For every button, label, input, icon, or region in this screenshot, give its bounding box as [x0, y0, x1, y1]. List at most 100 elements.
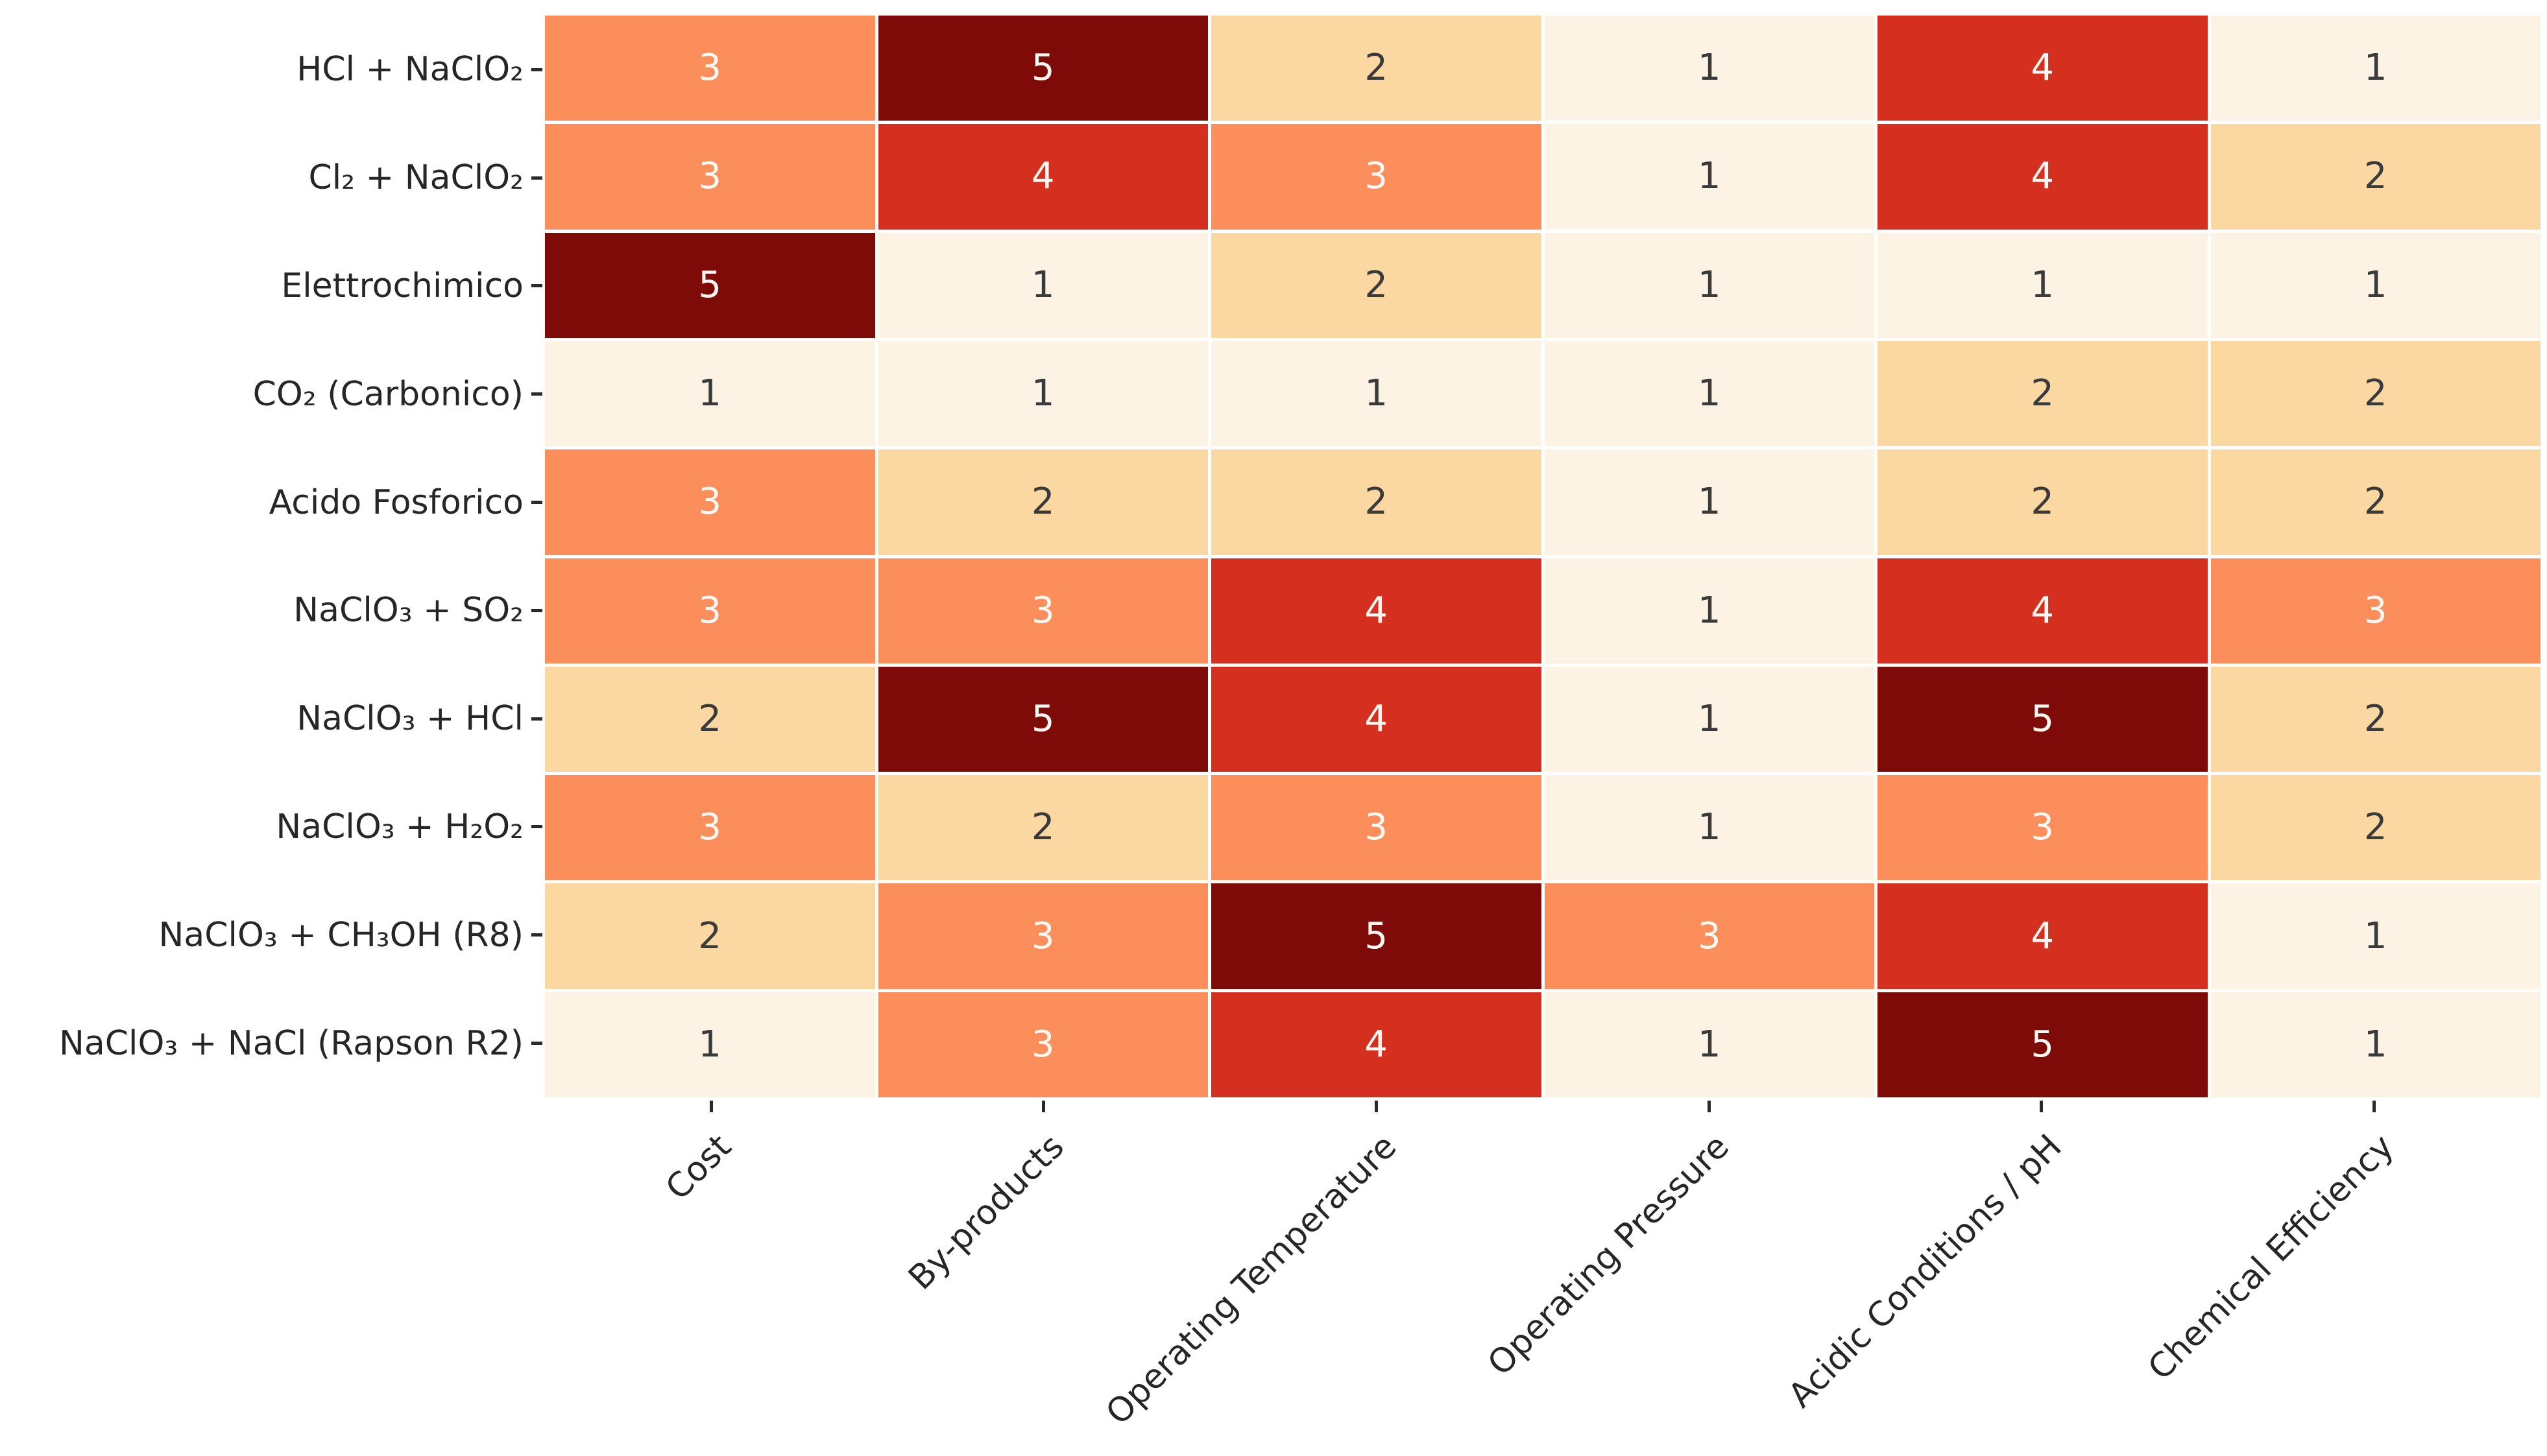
heatmap-cell: 5: [1877, 992, 2208, 1097]
row-label-text: NaClO₃ + H₂O₂: [276, 807, 524, 846]
heatmap-cell: 2: [878, 449, 1208, 555]
cell-value: 5: [2031, 697, 2055, 740]
heatmap-cell: 4: [878, 124, 1208, 230]
heatmap-cell: 5: [878, 16, 1208, 121]
heatmap-cell: 1: [1544, 340, 1874, 447]
cell-value: 2: [1364, 263, 1388, 306]
heatmap-cell: 3: [545, 775, 875, 881]
cell-value: 2: [2031, 481, 2055, 523]
cell-value: 1: [1031, 263, 1055, 306]
heatmap-cell: 3: [545, 16, 875, 121]
col-label: Acidic Conditions / pH: [1781, 1127, 2070, 1416]
cell-value: 1: [1697, 155, 1721, 198]
y-tick: [531, 1042, 542, 1045]
row-label-text: Elettrochimico: [281, 266, 524, 305]
cell-value: 3: [1031, 589, 1055, 632]
row-label: Cl₂ + NaClO₂: [0, 124, 542, 232]
cell-value: 3: [1697, 914, 1721, 957]
cell-value: 1: [2363, 47, 2387, 90]
col-label: Chemical Efficiency: [2141, 1127, 2402, 1388]
heatmap-cell: 2: [878, 775, 1208, 881]
y-tick: [531, 67, 542, 71]
heatmap-cell: 4: [1211, 992, 1541, 1097]
cell-value: 3: [698, 806, 722, 849]
heatmap-cell: 3: [1211, 775, 1541, 881]
heatmap-cell: 3: [545, 558, 875, 663]
cell-value: 1: [1697, 481, 1721, 523]
x-tick: [709, 1101, 713, 1112]
heatmap-cell: 2: [2210, 340, 2541, 447]
cell-value: 2: [2363, 806, 2387, 849]
row-label-text: NaClO₃ + HCl: [296, 699, 524, 739]
cell-value: 2: [2363, 155, 2387, 198]
heatmap-cell: 1: [1544, 16, 1874, 121]
heatmap-cell: 4: [1877, 124, 2208, 230]
cell-value: 4: [2031, 155, 2055, 198]
cell-value: 2: [1364, 47, 1388, 90]
cell-value: 2: [2363, 481, 2387, 523]
x-tick: [1375, 1101, 1379, 1112]
heatmap-cell: 1: [2210, 992, 2541, 1097]
heatmap-cell: 1: [1544, 992, 1874, 1097]
y-tick: [531, 608, 542, 612]
heatmap-cell: 1: [1544, 775, 1874, 881]
cell-value: 5: [698, 263, 722, 306]
x-tick-slot: [1543, 1101, 1876, 1112]
cell-value: 2: [1031, 806, 1055, 849]
cell-value: 4: [1364, 589, 1388, 632]
row-label-text: Acido Fosforico: [269, 483, 524, 522]
x-tick-slot: [1210, 1101, 1543, 1112]
cell-value: 1: [2363, 914, 2387, 957]
cell-value: 1: [2363, 263, 2387, 306]
heatmap-cell: 3: [878, 558, 1208, 663]
heatmap-cell: 4: [1877, 883, 2208, 989]
heatmap-cell: 2: [2210, 775, 2541, 881]
heatmap-cell: 3: [2210, 558, 2541, 663]
heatmap-cell: 1: [2210, 232, 2541, 338]
x-tick-slot: [1876, 1101, 2208, 1112]
heatmap-cell: 1: [1544, 449, 1874, 555]
heatmap-cell: 4: [1877, 558, 2208, 663]
heatmap-cell: 2: [545, 883, 875, 989]
cell-value: 5: [2031, 1023, 2055, 1066]
cell-value: 1: [1031, 372, 1055, 415]
row-label: NaClO₃ + NaCl (Rapson R2): [0, 989, 542, 1097]
cell-value: 1: [1697, 47, 1721, 90]
cell-value: 1: [1697, 372, 1721, 415]
cell-value: 1: [1697, 697, 1721, 740]
y-tick: [531, 717, 542, 721]
row-label-text: Cl₂ + NaClO₂: [308, 158, 524, 198]
heatmap-cell: 2: [545, 666, 875, 772]
heatmap-cell: 4: [1211, 558, 1541, 663]
cell-value: 1: [1697, 806, 1721, 849]
cell-value: 2: [1031, 481, 1055, 523]
cell-value: 5: [1031, 47, 1055, 90]
cell-value: 3: [698, 481, 722, 523]
heatmap-cell: 2: [1211, 232, 1541, 338]
x-tick: [1042, 1101, 1046, 1112]
cell-value: 1: [2363, 1023, 2387, 1066]
heatmap-cell: 2: [1211, 449, 1541, 555]
cell-value: 1: [1364, 372, 1388, 415]
heatmap-cell: 2: [1877, 340, 2208, 447]
heatmap-cell: 1: [1544, 232, 1874, 338]
y-tick: [531, 284, 542, 288]
heatmap-cell: 2: [1211, 16, 1541, 121]
y-tick: [531, 392, 542, 396]
heatmap-cell: 5: [1877, 666, 2208, 772]
x-tick: [2372, 1101, 2376, 1112]
y-tick: [531, 933, 542, 937]
x-tick: [1707, 1101, 1711, 1112]
cell-value: 4: [1031, 155, 1055, 198]
row-label: NaClO₃ + H₂O₂: [0, 773, 542, 881]
cell-value: 2: [2363, 697, 2387, 740]
row-label: NaClO₃ + HCl: [0, 665, 542, 773]
heatmap-cell: 3: [878, 883, 1208, 989]
cell-value: 3: [1031, 914, 1055, 957]
cell-value: 3: [1364, 806, 1388, 849]
heatmap-cell: 1: [1544, 666, 1874, 772]
heatmap-cell: 4: [1877, 16, 2208, 121]
cell-value: 1: [1697, 1023, 1721, 1066]
cell-value: 5: [1364, 914, 1388, 957]
cell-value: 2: [2363, 372, 2387, 415]
